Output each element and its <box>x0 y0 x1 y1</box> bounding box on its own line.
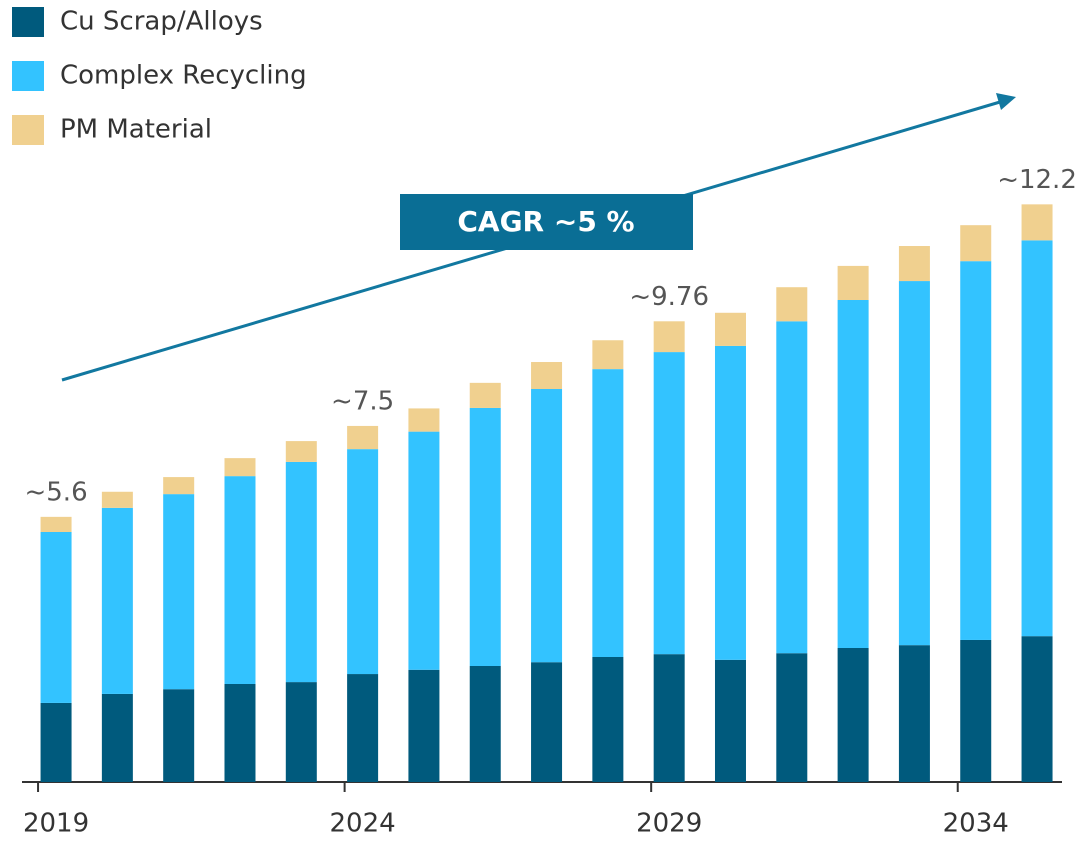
arrow-head <box>996 93 1016 110</box>
bar-segment <box>653 654 685 782</box>
bar-segment <box>837 265 869 300</box>
bar-segment <box>285 682 317 782</box>
bar-segment <box>898 281 930 646</box>
bar-segment <box>837 299 869 649</box>
bar-segment <box>837 648 869 782</box>
bar-segment <box>592 369 624 658</box>
bar-segment <box>531 662 563 782</box>
bar-segment <box>653 352 685 655</box>
bar-segment <box>40 516 72 533</box>
bar-segment <box>163 477 195 495</box>
bar-segment <box>469 407 501 666</box>
bar-segment <box>469 382 501 408</box>
x-tick-label: 2024 <box>330 809 396 839</box>
bar-segment <box>531 362 563 390</box>
legend-swatch <box>12 7 44 37</box>
legend-swatch <box>12 115 44 145</box>
cagr-label: CAGR ~5 % <box>457 205 634 238</box>
bar-segment <box>898 246 930 282</box>
bar-segment <box>714 659 746 782</box>
bar-segment <box>592 657 624 782</box>
bar-segment <box>224 476 256 684</box>
bar-segment <box>960 225 992 262</box>
bar-segment <box>1021 240 1053 637</box>
bar-segment <box>1021 204 1053 241</box>
bar-segment <box>960 639 992 782</box>
bar-segment <box>285 441 317 462</box>
bar-segment <box>347 674 379 782</box>
bar-segment <box>347 425 379 450</box>
bar-segment <box>347 449 379 675</box>
bar-segment <box>224 458 256 477</box>
bar-segment <box>163 494 195 690</box>
legend-label: PM Material <box>60 115 212 145</box>
bar-segment <box>960 261 992 640</box>
cagr-box <box>400 194 693 250</box>
legend-label: Cu Scrap/Alloys <box>60 7 263 37</box>
bar-segment <box>714 312 746 346</box>
bar-segment <box>653 321 685 353</box>
bar-segment <box>898 645 930 782</box>
bar-segment <box>40 702 72 782</box>
bar-segment <box>163 689 195 782</box>
bar-segment <box>714 345 746 660</box>
bar-segment <box>776 287 808 322</box>
bar-segment <box>408 408 440 432</box>
bar-segment <box>776 653 808 782</box>
x-tick-label: 2019 <box>23 809 89 839</box>
legend-label: Complex Recycling <box>60 61 307 91</box>
total-label: ~7.5 <box>331 386 394 416</box>
bar-segment <box>101 507 133 694</box>
bar-segment <box>40 532 72 703</box>
total-label: ~5.6 <box>24 477 87 507</box>
bar-segment <box>1021 636 1053 782</box>
bar-segment <box>101 693 133 782</box>
bar-segment <box>101 491 133 508</box>
x-tick-label: 2034 <box>943 809 1009 839</box>
bar-segment <box>531 389 563 663</box>
total-label: ~12.2 <box>997 165 1077 195</box>
bar-segment <box>592 340 624 370</box>
bar-segment <box>408 431 440 670</box>
bar-segment <box>285 461 317 683</box>
bar-segment <box>469 665 501 782</box>
bar-segment <box>224 683 256 782</box>
x-tick-label: 2029 <box>636 809 702 839</box>
bar-segment <box>408 669 440 782</box>
legend-swatch <box>12 61 44 91</box>
bar-segment <box>776 321 808 654</box>
total-label: ~9.76 <box>629 282 709 312</box>
